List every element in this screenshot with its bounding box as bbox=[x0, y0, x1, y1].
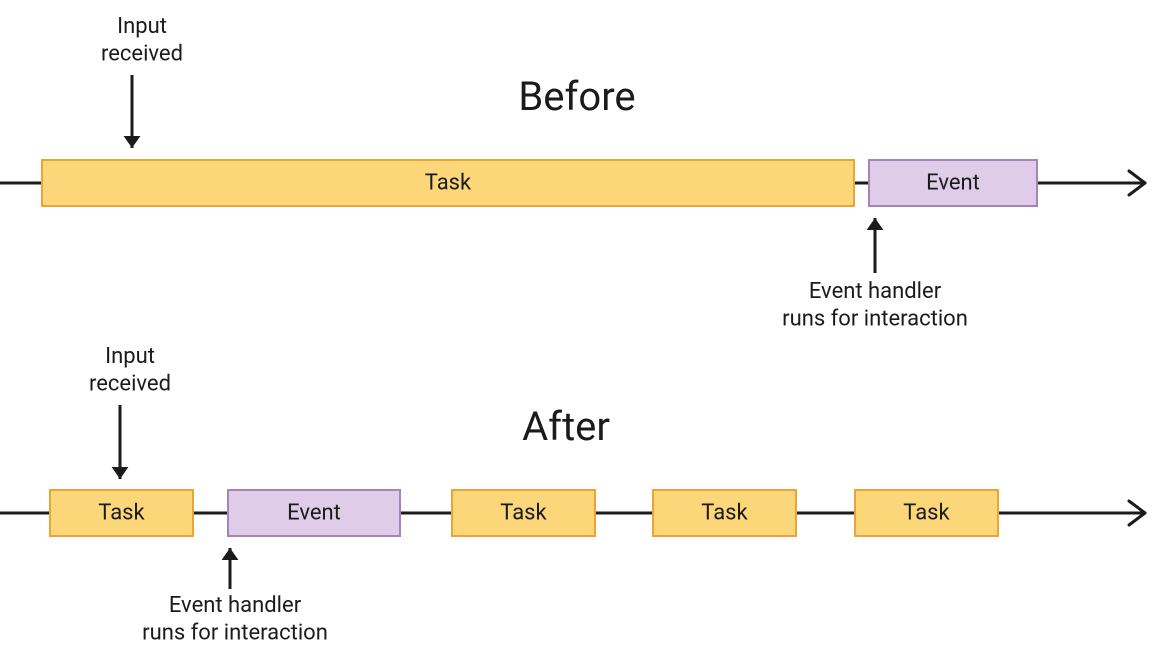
event-block: Event bbox=[869, 160, 1037, 206]
arrow-head bbox=[222, 548, 239, 560]
annotation-arrow bbox=[222, 548, 239, 589]
annotation-input-received: Input received bbox=[101, 14, 183, 148]
block-label: Task bbox=[98, 501, 145, 526]
annotation-text: runs for interaction bbox=[142, 621, 328, 646]
block-label: Task bbox=[903, 501, 950, 526]
annotation-event-handler: Event handler runs for interaction bbox=[782, 218, 968, 332]
after-title: After bbox=[522, 403, 610, 450]
task-block: Task bbox=[855, 490, 998, 536]
block-label: Event bbox=[926, 171, 980, 196]
block-label: Task bbox=[701, 501, 748, 526]
block-label: Task bbox=[500, 501, 547, 526]
event-block: Event bbox=[228, 490, 400, 536]
after-section: After Task Event Task Task Task Input received E… bbox=[0, 344, 1145, 646]
annotation-arrow bbox=[112, 405, 129, 479]
annotation-input-received-2: Input received bbox=[89, 344, 171, 479]
annotation-text: Event handler bbox=[169, 593, 302, 618]
annotation-text: Event handler bbox=[809, 279, 942, 304]
task-block: Task bbox=[42, 160, 854, 206]
annotation-text: Input bbox=[117, 14, 167, 39]
annotation-arrow bbox=[867, 218, 884, 273]
timeline-arrowhead bbox=[1129, 513, 1145, 525]
task-block: Task bbox=[653, 490, 796, 536]
arrow-head bbox=[124, 136, 141, 148]
before-section: Before Task Event Input received Event handle… bbox=[0, 14, 1145, 332]
annotation-text: received bbox=[89, 372, 171, 397]
annotation-text: received bbox=[101, 42, 183, 67]
before-title: Before bbox=[518, 73, 635, 120]
annotation-text: Input bbox=[105, 344, 155, 369]
block-label: Event bbox=[287, 501, 341, 526]
annotation-text: runs for interaction bbox=[782, 307, 968, 332]
task-block: Task bbox=[452, 490, 595, 536]
task-block: Task bbox=[50, 490, 193, 536]
annotation-event-handler-2: Event handler runs for interaction bbox=[142, 548, 328, 646]
block-label: Task bbox=[425, 171, 472, 196]
arrow-head bbox=[867, 218, 884, 230]
timeline-arrowhead bbox=[1129, 171, 1145, 183]
arrow-head bbox=[112, 467, 129, 479]
annotation-arrow bbox=[124, 75, 141, 148]
timeline-arrowhead bbox=[1129, 183, 1145, 195]
timeline-arrowhead bbox=[1129, 501, 1145, 513]
